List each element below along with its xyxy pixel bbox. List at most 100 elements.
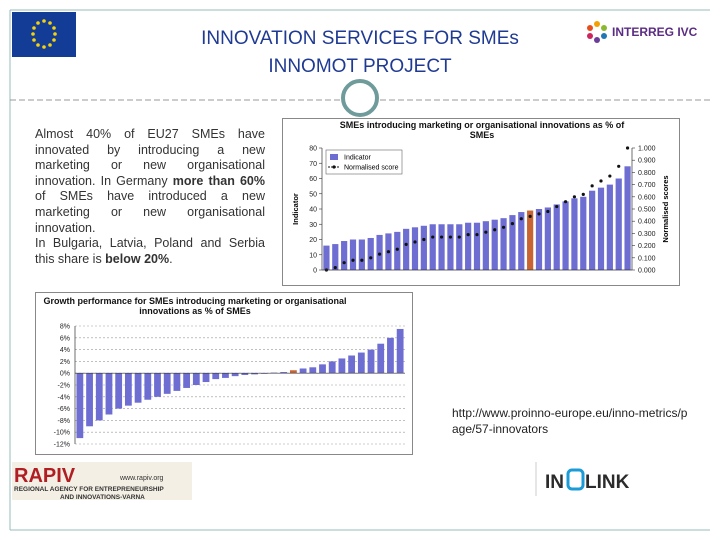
y-tick-label: 20 <box>309 237 317 244</box>
bar <box>348 355 356 374</box>
bar <box>387 337 394 374</box>
bar <box>509 215 516 270</box>
bar <box>606 184 613 270</box>
dot <box>395 247 399 251</box>
dot <box>563 200 568 204</box>
dot <box>493 228 497 232</box>
dot <box>484 230 488 234</box>
bar <box>95 373 103 421</box>
text: . <box>169 251 173 266</box>
y-tick-label: 10 <box>309 252 317 259</box>
text: In Bulgaria, Latvia, Poland and Serbia t… <box>35 236 265 266</box>
bar <box>367 349 375 374</box>
bar <box>615 178 622 270</box>
body-text: Almost 40% of EU27 SMEs have innovated b… <box>35 127 265 267</box>
bar <box>473 222 481 270</box>
bar <box>115 373 123 409</box>
dot <box>537 212 541 216</box>
y2-tick-label: 0.300 <box>638 231 656 238</box>
bar <box>154 373 161 397</box>
bar <box>500 218 507 270</box>
dot <box>625 146 630 150</box>
dot <box>333 265 337 270</box>
dot <box>342 261 346 265</box>
bar <box>241 373 249 375</box>
dot <box>501 225 506 229</box>
bar <box>289 370 297 374</box>
chart-frame <box>282 118 680 286</box>
bar <box>491 219 498 270</box>
dot <box>360 258 364 262</box>
y2-tick-label: 0.500 <box>638 207 656 214</box>
bar <box>535 209 543 270</box>
bar <box>403 228 410 270</box>
bar <box>544 207 551 270</box>
y2-tick-label: 0.900 <box>638 158 656 165</box>
dot <box>617 164 621 168</box>
bar <box>357 352 365 374</box>
bar <box>319 364 326 374</box>
y-tick-label: 6% <box>60 335 70 342</box>
bar <box>86 373 93 427</box>
paragraph: Almost 40% of EU27 SMEs have innovated b… <box>35 127 265 236</box>
y-tick-label: 80 <box>309 146 317 153</box>
interreg-logo: INTERREG IVC <box>612 25 698 39</box>
y-tick-label: 60 <box>309 176 317 183</box>
y2-tick-label: 0.700 <box>638 182 656 189</box>
chart-title: innovations as % of SMEs <box>139 306 251 316</box>
bar <box>323 245 330 270</box>
y-tick-label: 30 <box>309 222 317 229</box>
y-tick-label: 4% <box>60 347 70 354</box>
rapiv-logo-bg <box>12 462 192 500</box>
y-tick-label: 40 <box>309 207 317 214</box>
bar <box>394 231 401 270</box>
dot <box>377 252 382 256</box>
bar <box>338 358 346 374</box>
legend-swatch <box>332 165 336 169</box>
bold-text: below 20% <box>105 251 170 266</box>
y-tick-label: 2% <box>60 359 70 366</box>
bar <box>367 237 374 270</box>
y2-tick-label: 0.000 <box>638 268 656 275</box>
bar <box>624 166 631 270</box>
bar <box>376 234 383 270</box>
y-tick-label: -4% <box>58 394 70 401</box>
dot <box>519 217 523 221</box>
dot <box>431 235 435 239</box>
dot <box>590 184 594 188</box>
dot <box>475 233 479 237</box>
legend-swatch <box>330 154 338 160</box>
y2-tick-label: 0.200 <box>638 243 656 250</box>
bar <box>231 373 239 377</box>
eu-flag <box>12 12 76 57</box>
bar <box>597 187 605 270</box>
bar <box>341 241 348 270</box>
interreg-icon <box>587 21 607 43</box>
dot <box>457 235 461 239</box>
bar <box>589 190 596 270</box>
slide-title: INNOVATION SERVICES FOR SMEs <box>201 28 519 49</box>
rapiv-line: AND INNOVATIONS-VARNA <box>60 494 145 501</box>
chart-title: SMEs introducing marketing or organisati… <box>340 120 626 130</box>
bold-text: more than 60% <box>172 173 265 188</box>
bar <box>280 372 288 374</box>
bar <box>482 221 489 270</box>
bar <box>349 239 357 270</box>
bar <box>562 201 569 270</box>
source-link[interactable]: http://www.proinno-europe.eu/inno-metric… <box>452 406 688 436</box>
y-tick-label: -10% <box>54 430 70 437</box>
paragraph: In Bulgaria, Latvia, Poland and Serbia t… <box>35 236 265 267</box>
innolink-logo: LINK <box>585 472 630 493</box>
dot <box>404 242 408 246</box>
chart-title: SMEs <box>470 130 495 140</box>
innolink-logo: IN <box>545 472 564 493</box>
dot <box>351 258 355 262</box>
y-tick-label: 70 <box>309 161 317 168</box>
bar <box>518 212 525 270</box>
bar <box>571 198 578 270</box>
slide-title: INNOMOT PROJECT <box>268 56 452 77</box>
dot <box>572 195 577 199</box>
bar <box>251 373 258 375</box>
dot <box>528 214 532 218</box>
